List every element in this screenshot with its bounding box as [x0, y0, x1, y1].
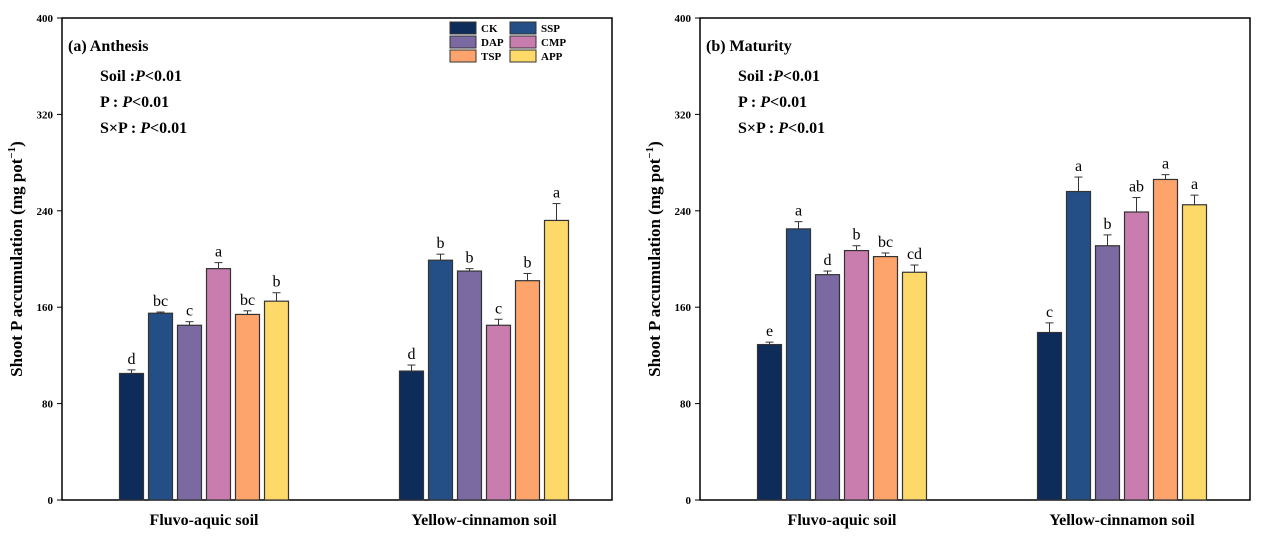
bar-ck	[118, 372, 145, 501]
bar-ck	[1036, 331, 1063, 501]
y-tick-label: 0	[686, 495, 692, 507]
panel-title: (a) Anthesis	[68, 38, 148, 55]
bar-tsp	[234, 313, 261, 501]
bar-ck	[398, 370, 425, 501]
legend-swatch-app	[509, 49, 537, 63]
y-tick-label: 320	[37, 109, 54, 121]
y-tick-label: 240	[675, 206, 692, 218]
significance-letter: a	[553, 185, 560, 202]
y-tick-label: 240	[37, 206, 54, 218]
bar-app	[901, 271, 928, 501]
bar-cmp	[1123, 211, 1150, 501]
significance-letter: b	[273, 274, 281, 291]
legend-swatch-ssp	[509, 21, 537, 35]
bar-app	[543, 219, 570, 501]
plot-frame	[699, 17, 1251, 501]
bar-ssp	[1065, 190, 1092, 501]
significance-letter: c	[495, 300, 502, 317]
significance-letter: c	[1046, 304, 1053, 321]
x-category-label: Fluvo-aquic soil	[150, 512, 259, 529]
y-tick-label: 80	[680, 399, 692, 411]
y-tick-label: 320	[675, 109, 692, 121]
panel-b: 0 80 160 240 320 400 Shoot P accumulation (mg …	[644, 13, 1251, 529]
significance-letter: ab	[1129, 179, 1144, 196]
y-tick-label: 400	[37, 13, 54, 25]
bar-tsp	[514, 280, 541, 501]
stat-annotation: S×P : P<0.01	[100, 120, 187, 137]
significance-letter: bc	[153, 293, 168, 310]
significance-letter: a	[1162, 156, 1169, 173]
bar-ck	[756, 343, 783, 501]
significance-letter: b	[1104, 216, 1112, 233]
significance-letter: b	[524, 254, 532, 271]
panel-title: (b) Maturity	[706, 38, 792, 55]
y-tick-label: 400	[675, 13, 692, 25]
stat-annotation: P : P<0.01	[100, 94, 169, 111]
significance-letter: bc	[240, 292, 255, 309]
panel-a: 0 80 160 240 320 400 Shoot P accumulation (mg …	[6, 13, 613, 529]
x-category-label: Yellow-cinnamon soil	[411, 512, 557, 529]
significance-letter: b	[853, 227, 861, 244]
significance-letter: b	[466, 250, 474, 267]
significance-letter: a	[1191, 176, 1198, 193]
bar-app	[1181, 204, 1208, 501]
bar-ssp	[147, 312, 174, 501]
bar-cmp	[485, 324, 512, 501]
significance-letter: b	[437, 235, 445, 252]
y-tick-label: 0	[48, 495, 54, 507]
y-axis-label: Shoot P accumulation (mg pot−1)	[6, 141, 26, 377]
significance-letter: a	[215, 244, 222, 261]
x-category-label: Fluvo-aquic soil	[788, 512, 897, 529]
y-tick-label: 160	[675, 302, 692, 314]
legend-swatch-cmp	[509, 35, 537, 49]
y-tick-label: 80	[42, 399, 54, 411]
bar-ssp	[427, 259, 454, 501]
significance-letter: cd	[907, 246, 922, 263]
y-tick-label: 160	[37, 302, 54, 314]
significance-letter: a	[1075, 158, 1082, 175]
legend-label: DAP	[481, 37, 504, 49]
bar-cmp	[843, 249, 870, 501]
legend-swatch-dap	[449, 35, 477, 49]
legend-label: SSP	[541, 23, 560, 35]
legend-label: CK	[481, 23, 498, 35]
stat-annotation: P : P<0.01	[738, 94, 807, 111]
bar-tsp	[872, 255, 899, 501]
x-category-label: Yellow-cinnamon soil	[1049, 512, 1195, 529]
significance-letter: c	[186, 303, 193, 320]
significance-letter: bc	[878, 234, 893, 251]
bar-dap	[456, 270, 483, 501]
legend-label: TSP	[481, 51, 501, 63]
legend-swatch-ck	[449, 21, 477, 35]
stat-annotation: Soil :P<0.01	[738, 68, 820, 85]
bar-app	[263, 300, 290, 501]
y-axis-label: Shoot P accumulation (mg pot−1)	[644, 141, 664, 377]
significance-letter: a	[795, 203, 802, 220]
bar-dap	[176, 324, 203, 501]
legend: CK SSP DAP CMP TSP APP	[449, 21, 566, 63]
legend-label: CMP	[541, 37, 566, 49]
stat-annotation: Soil :P<0.01	[100, 68, 182, 85]
significance-letter: d	[824, 252, 832, 269]
stat-annotation: S×P : P<0.01	[738, 120, 825, 137]
legend-swatch-tsp	[449, 49, 477, 63]
bar-tsp	[1152, 178, 1179, 501]
bar-cmp	[205, 268, 232, 501]
significance-letter: d	[408, 346, 416, 363]
significance-letter: e	[766, 323, 773, 340]
legend-label: APP	[541, 51, 563, 63]
bar-dap	[814, 274, 841, 501]
bar-ssp	[785, 228, 812, 501]
plot-frame	[61, 17, 613, 501]
bar-dap	[1094, 245, 1121, 501]
significance-letter: d	[128, 351, 136, 368]
